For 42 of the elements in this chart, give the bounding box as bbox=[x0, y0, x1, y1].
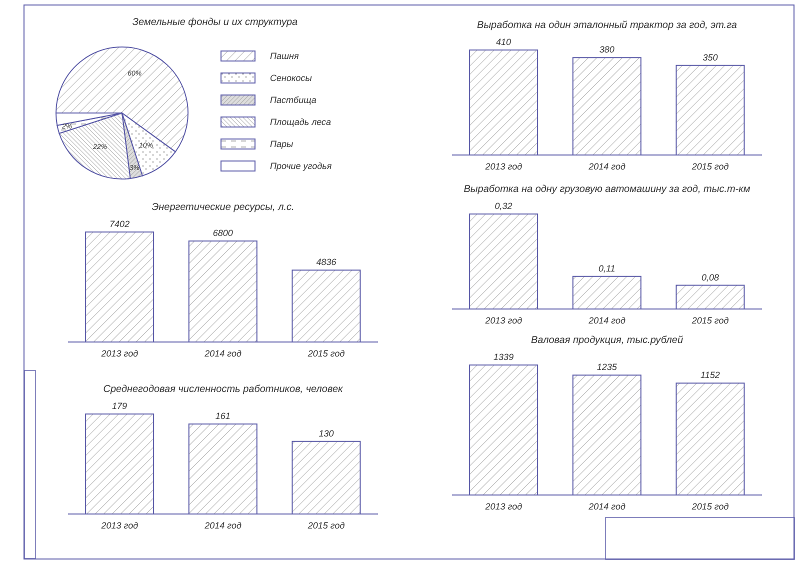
legend-label: Пашня bbox=[270, 50, 299, 60]
x-tick-label: 2015 год bbox=[690, 315, 729, 326]
data-label: 7402 bbox=[110, 219, 130, 229]
data-label: 0,32 bbox=[494, 201, 512, 211]
x-tick-label: 2013 год bbox=[100, 520, 138, 530]
legend-label: Пастбища bbox=[270, 94, 316, 104]
x-tick-label: 2014 год bbox=[204, 520, 242, 530]
legend-label: Прочие угодья bbox=[270, 160, 332, 170]
chart-title: Выработка на одну грузовую автомашину за год, тыс.т-км bbox=[462, 183, 752, 197]
legend-label: Пары bbox=[270, 138, 294, 148]
data-label: 1152 bbox=[700, 370, 720, 380]
x-tick-label: 2014 год bbox=[588, 501, 626, 512]
chart-title: Валовая продукция, тыс.рублей bbox=[530, 334, 684, 348]
x-tick-label: 2014 год bbox=[204, 348, 242, 358]
chart-title: Выработка на один эталонный трактор за год, эт.га bbox=[476, 19, 738, 33]
data-label: 1339 bbox=[494, 352, 514, 362]
legend-label: Сенокосы bbox=[270, 72, 312, 82]
x-tick-label: 2014 год bbox=[588, 315, 626, 326]
x-tick-label: 2013 год bbox=[484, 161, 522, 172]
data-label: 6800 bbox=[212, 228, 233, 238]
x-tick-label: 2015 год bbox=[306, 520, 345, 530]
chart-title: Земельные фонды и их структура bbox=[131, 16, 299, 30]
legend-label: Площадь леса bbox=[270, 116, 332, 126]
data-label: 0,11 bbox=[598, 263, 616, 274]
data-label: 1235 bbox=[596, 362, 618, 372]
x-tick-label: 2014 год bbox=[588, 161, 626, 172]
data-label: 130 bbox=[318, 428, 334, 438]
chart-title: Среднегодовая численность работников, человек bbox=[102, 383, 344, 397]
data-label: 380 bbox=[599, 44, 614, 55]
data-label: 0,08 bbox=[701, 272, 719, 282]
x-tick-label: 2015 год bbox=[690, 161, 729, 172]
x-tick-label: 2013 год bbox=[484, 315, 522, 326]
data-label: 410 bbox=[496, 37, 512, 47]
x-tick-label: 2013 год bbox=[484, 501, 522, 512]
data-label: 350 bbox=[702, 52, 718, 62]
chart-title: Энергетические ресурсы, л.с. bbox=[150, 201, 296, 215]
x-tick-label: 2015 год bbox=[690, 501, 729, 512]
data-label: 161 bbox=[215, 411, 230, 422]
x-tick-label: 2015 год bbox=[306, 348, 345, 358]
data-label: 179 bbox=[112, 401, 128, 411]
data-label: 4836 bbox=[316, 257, 336, 268]
x-tick-label: 2013 год bbox=[100, 348, 138, 358]
